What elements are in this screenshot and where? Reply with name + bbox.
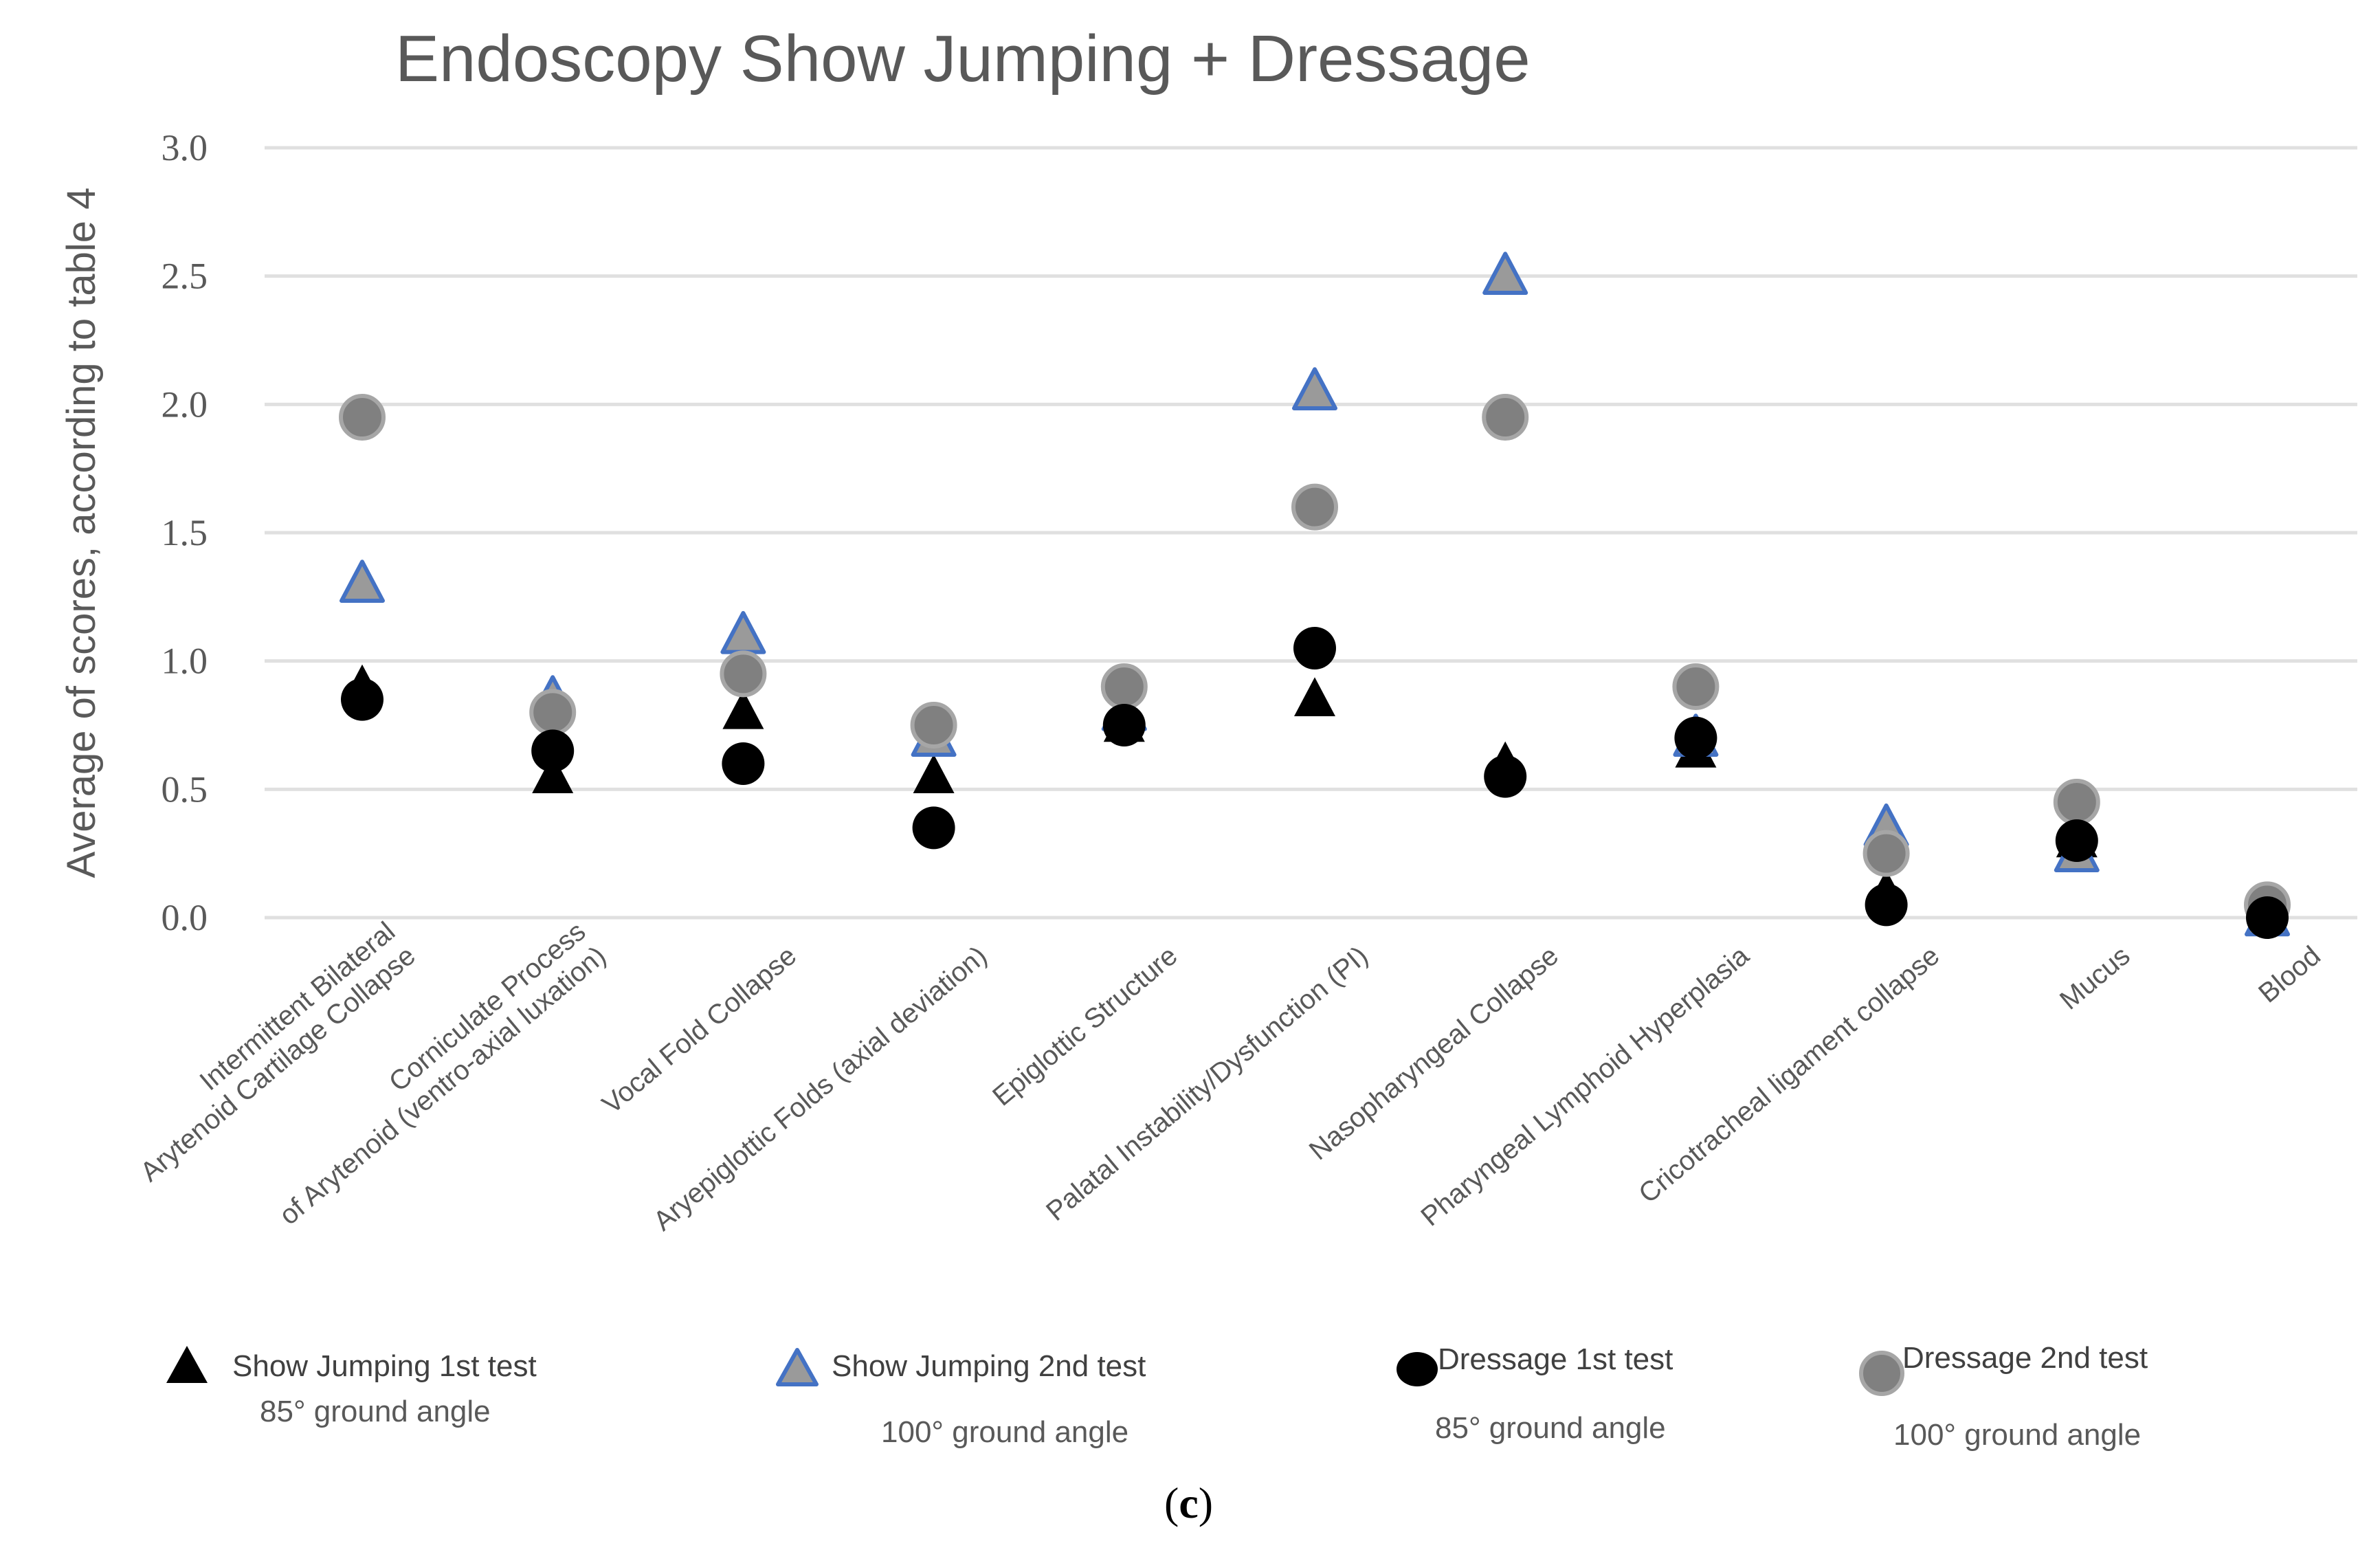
legend-sub-sj2: 100° ground angle <box>881 1415 1128 1449</box>
y-tick-label: 1.5 <box>162 512 208 553</box>
point-dressage-1st <box>1293 627 1336 669</box>
point-show-jumping-2nd <box>1292 367 1337 410</box>
point-dressage-2nd <box>1672 663 1720 710</box>
point-dressage-1st <box>1484 755 1527 798</box>
legend-label-d2: Dressage 2nd test <box>1902 1341 2148 1375</box>
point-show-jumping-1st <box>722 689 764 729</box>
point-dressage-2nd <box>1482 394 1529 441</box>
y-tick-label: 0.0 <box>162 897 208 938</box>
legend-label-sj2: Show Jumping 2nd test <box>832 1349 1146 1383</box>
legend-item-d2: Dressage 2nd test 100° ground angle <box>1859 1341 2148 1452</box>
point-dressage-2nd <box>529 689 577 736</box>
caption-open: ( <box>1164 1479 1179 1527</box>
figure-caption: (c) <box>1164 1479 1213 1527</box>
point-dressage-2nd <box>910 702 957 749</box>
y-axis-ticks: 0.0 0.5 1.0 1.5 2.0 2.5 3.0 <box>162 127 208 938</box>
legend-label-sj1: Show Jumping 1st test <box>232 1349 537 1383</box>
legend-marker-sj1 <box>166 1346 208 1383</box>
legend-marker-d2 <box>1859 1351 1904 1396</box>
point-dressage-2nd <box>720 650 767 698</box>
legend-item-sj2: Show Jumping 2nd test 100° ground angle <box>776 1348 1146 1449</box>
point-show-jumping-2nd <box>340 560 385 603</box>
y-axis-label: Average of scores, according to table 4 <box>59 188 104 878</box>
point-dressage-1st <box>2246 896 2289 939</box>
point-dressage-1st <box>1102 704 1146 746</box>
point-dressage-2nd <box>1100 663 1148 710</box>
point-dressage-1st <box>1865 883 1908 927</box>
point-show-jumping-1st <box>913 754 955 793</box>
legend-marker-d1 <box>1397 1352 1438 1386</box>
caption-letter: c <box>1179 1479 1198 1527</box>
data-points <box>339 252 2291 939</box>
y-tick-label: 3.0 <box>162 127 208 168</box>
point-dressage-1st <box>722 742 765 785</box>
y-tick-label: 2.0 <box>162 384 208 425</box>
y-tick-label: 0.5 <box>162 768 208 810</box>
point-dressage-1st <box>1674 716 1717 760</box>
point-dressage-2nd <box>1862 830 1910 877</box>
legend-marker-sj2 <box>776 1348 819 1386</box>
point-show-jumping-1st <box>532 754 574 793</box>
legend-sub-d1: 85° ground angle <box>1435 1411 1666 1445</box>
point-dressage-1st <box>2055 819 2098 862</box>
legend-sub-sj1: 85° ground angle <box>260 1395 491 1428</box>
y-tick-label: 2.5 <box>162 256 208 297</box>
legend: Show Jumping 1st test 85° ground angle S… <box>166 1341 2148 1452</box>
point-show-jumping-2nd <box>1482 252 1528 295</box>
point-dressage-2nd <box>2053 779 2100 826</box>
point-dressage-1st <box>531 729 575 773</box>
chart-title: Endoscopy Show Jumping + Dressage <box>395 22 1531 96</box>
y-tick-label: 1.0 <box>162 641 208 682</box>
legend-item-sj1: Show Jumping 1st test 85° ground angle <box>166 1346 537 1428</box>
point-show-jumping-1st <box>1294 677 1335 716</box>
caption-close: ) <box>1199 1479 1213 1527</box>
legend-item-d1: Dressage 1st test 85° ground angle <box>1397 1342 1673 1445</box>
point-dressage-2nd <box>339 394 386 441</box>
legend-sub-d2: 100° ground angle <box>1893 1418 2141 1452</box>
point-dressage-1st <box>341 678 383 721</box>
point-dressage-1st <box>912 806 955 850</box>
legend-label-d1: Dressage 1st test <box>1438 1342 1673 1376</box>
point-dressage-2nd <box>1291 483 1338 531</box>
